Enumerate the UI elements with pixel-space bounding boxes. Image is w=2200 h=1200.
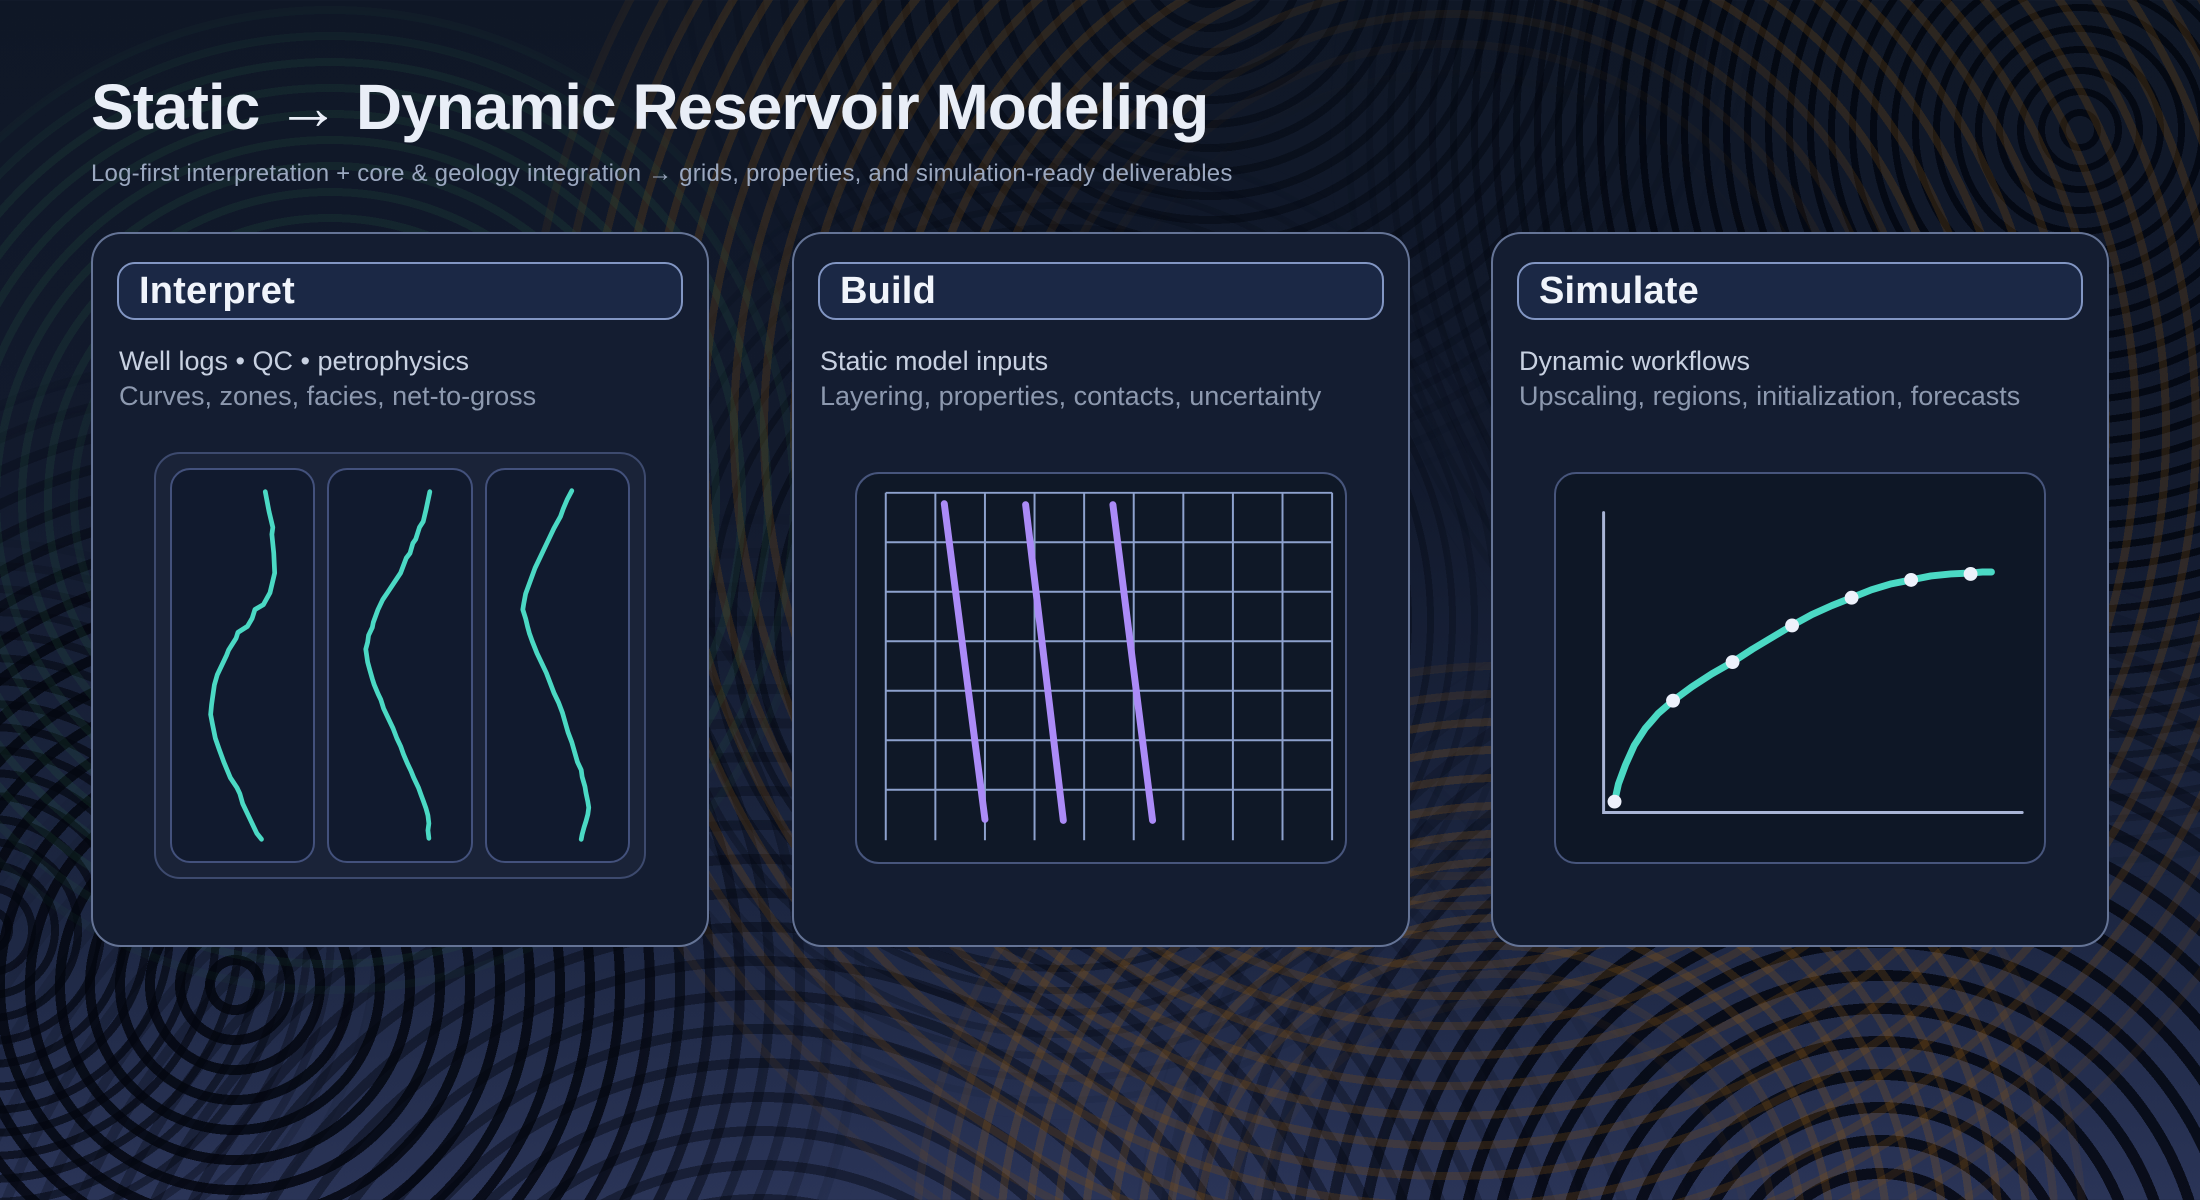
- card-build-header: Build: [818, 262, 1384, 320]
- page-title: Static → Dynamic Reservoir Modeling: [91, 71, 1209, 143]
- card-simulate-line1: Dynamic workflows: [1519, 346, 1751, 376]
- well-log-track-3: [484, 468, 630, 863]
- well-log-track-2: [327, 468, 473, 863]
- well-log-track-1: [170, 468, 316, 863]
- card-interpret-line2: Curves, zones, facies, net-to-gross: [119, 381, 537, 411]
- card-simulate-title: Simulate: [1539, 269, 1699, 312]
- well-log-curve-1: [208, 489, 278, 842]
- page-subtitle: Log-first interpretation + core & geolog…: [91, 160, 1233, 187]
- well-log-curve-2: [363, 489, 433, 841]
- header: Static → Dynamic Reservoir Modeling Log-…: [91, 70, 1233, 188]
- card-build-line1: Static model inputs: [820, 346, 1049, 376]
- card-build: Build Static model inputs Layering, prop…: [792, 232, 1410, 947]
- model-grid-panel: [855, 472, 1347, 864]
- well-log-curve-3: [520, 488, 591, 842]
- card-simulate-line2: Upscaling, regions, initialization, fore…: [1519, 381, 2021, 411]
- forecast-panel: [1554, 472, 2046, 864]
- card-simulate-header: Simulate: [1517, 262, 2083, 320]
- card-simulate: Simulate Dynamic workflows Upscaling, re…: [1491, 232, 2109, 947]
- card-interpret: Interpret Well logs • QC • petrophysics …: [91, 232, 709, 947]
- forecast-svg: [1602, 511, 2024, 814]
- card-interpret-line1: Well logs • QC • petrophysics: [119, 346, 470, 376]
- well-log-panel: [154, 452, 646, 879]
- build-grid-svg: [884, 491, 1334, 841]
- card-interpret-header: Interpret: [117, 262, 683, 320]
- card-interpret-title: Interpret: [139, 269, 295, 312]
- card-build-title: Build: [840, 269, 936, 312]
- card-build-line2: Layering, properties, contacts, uncertai…: [820, 381, 1322, 411]
